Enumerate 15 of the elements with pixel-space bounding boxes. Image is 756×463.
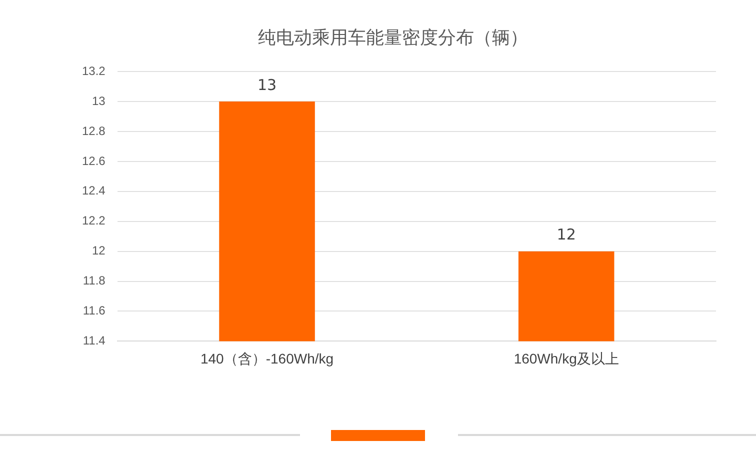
y-tick-label: 13.2 <box>82 64 106 78</box>
data-label: 13 <box>257 76 277 94</box>
y-tick-label: 12.4 <box>82 184 106 198</box>
y-tick-label: 11.8 <box>82 274 106 288</box>
y-tick-label: 11.6 <box>82 304 106 318</box>
y-tick-label: 12.6 <box>82 154 106 168</box>
y-tick-label: 12 <box>92 244 106 258</box>
data-label: 12 <box>556 226 576 244</box>
x-tick-label: 160Wh/kg及以上 <box>514 350 619 366</box>
y-tick-label: 13 <box>92 94 106 108</box>
y-tick-label: 12.2 <box>82 214 106 228</box>
chart-title: 纯电动乘用车能量密度分布（辆） <box>258 27 528 48</box>
x-tick-label: 140（含）-160Wh/kg <box>200 350 334 366</box>
y-tick-label: 12.8 <box>82 124 106 138</box>
y-tick-label: 11.4 <box>82 334 106 348</box>
